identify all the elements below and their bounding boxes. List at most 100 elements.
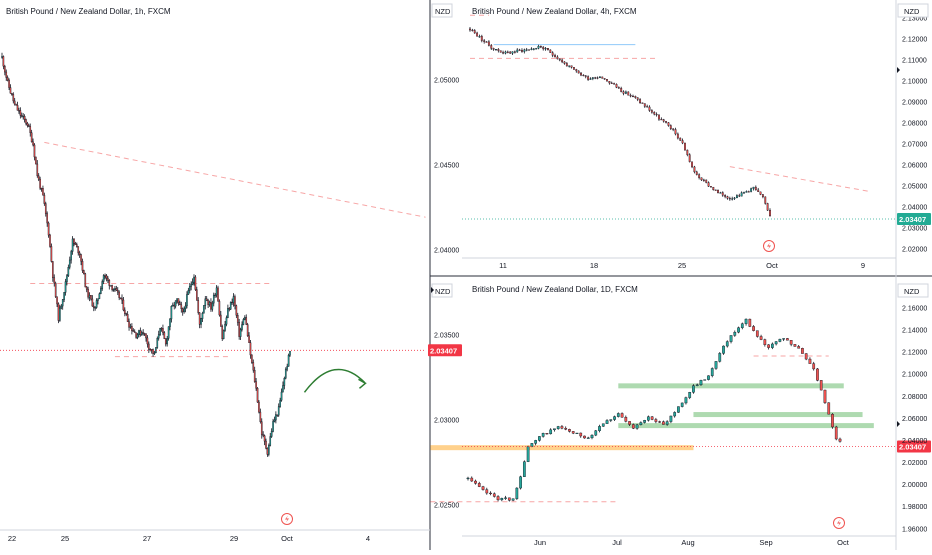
d1-candle-body <box>714 361 718 369</box>
h4-candle-body <box>487 41 490 46</box>
h4-candle-body <box>759 191 762 195</box>
h1-candle-body <box>280 391 283 401</box>
d1-candle-body <box>492 493 496 497</box>
chart-panel-h1: 2.03407 2.05000 2.04500 2.04000 2.03500 2.030… <box>0 7 462 543</box>
d1-candle-body <box>834 426 838 440</box>
h1-candle-body <box>94 307 96 309</box>
h4-candle-body <box>610 82 613 84</box>
h4-y-tick-label: 2.06000 <box>902 162 927 169</box>
chevron-right-icon <box>431 287 434 293</box>
h4-candle-body <box>745 191 748 193</box>
h4-candle-body <box>584 75 587 77</box>
h4-candle-body <box>707 182 710 187</box>
h4-candle-body <box>624 91 627 94</box>
d1-candle-body <box>545 433 549 435</box>
h4-currency-label: NZD <box>904 7 920 16</box>
h1-candle-body <box>225 317 228 325</box>
d1-current-price-badge <box>897 440 931 453</box>
d1-candle-body <box>692 385 695 393</box>
h1-candle-body <box>52 261 54 279</box>
h4-candle-body <box>636 97 639 100</box>
h1-candle-body <box>229 301 232 310</box>
h4-candle-body <box>608 81 611 84</box>
d1-candle-body <box>759 336 763 340</box>
h4-candle-body <box>665 120 667 123</box>
d1-candle-body <box>804 353 808 360</box>
d1-candle-body <box>752 326 755 331</box>
h4-candle-body <box>582 74 585 77</box>
d1-candle-body <box>519 476 522 489</box>
h4-candle-body <box>565 63 568 67</box>
h1-candle-body <box>28 125 30 127</box>
h1-candle-body <box>32 141 34 146</box>
d1-candle-body <box>763 339 767 345</box>
h1-candle-body <box>152 349 154 354</box>
h4-candle-body <box>726 196 729 199</box>
h4-candle-body <box>674 129 677 135</box>
h4-y-tick-label: 2.07000 <box>902 141 927 148</box>
h4-candle-body <box>589 78 592 80</box>
h1-candle-body <box>259 411 262 422</box>
h1-candle-body <box>126 314 129 322</box>
h4-candle-body <box>698 174 701 178</box>
d1-y-tick-label: 2.02000 <box>902 460 927 467</box>
h1-candle-body <box>39 178 41 189</box>
h4-candle-body <box>693 166 696 173</box>
h1-candle-body <box>61 299 64 307</box>
h1-candle-body <box>166 338 168 345</box>
d1-y-tick-label: 2.16000 <box>902 305 927 312</box>
d1-x-tick-label: Oct <box>837 538 850 547</box>
d1-candle-body <box>755 330 759 337</box>
d1-candle-body <box>620 413 624 418</box>
h1-candle-body <box>77 246 80 254</box>
h1-candle-body <box>68 259 71 268</box>
h1-candle-body <box>70 251 72 261</box>
h1-candle-body <box>276 414 279 416</box>
d1-candle-body <box>485 489 489 494</box>
h1-candle-body <box>153 352 156 354</box>
h4-candle-body <box>658 114 660 120</box>
h1-candle-body <box>37 175 40 180</box>
h4-candle-body <box>761 194 764 198</box>
h4-candle-body <box>653 112 656 115</box>
h4-candle-body <box>575 69 578 72</box>
d1-candle-body <box>740 323 744 328</box>
h1-x-tick-label: 27 <box>143 534 151 543</box>
h1-candle-body <box>159 328 161 335</box>
d1-candle-body <box>556 426 560 429</box>
h1-candle-body <box>193 276 195 283</box>
h1-candle-body <box>124 309 126 314</box>
h4-x-tick-label: 18 <box>590 261 598 270</box>
h1-candle-body <box>67 267 70 276</box>
h1-candle-body <box>163 332 166 339</box>
h1-candle-body <box>5 71 8 78</box>
h1-candle-body <box>20 115 23 117</box>
h1-candle-body <box>260 421 263 435</box>
h1-candle-body <box>29 126 32 133</box>
h1-candle-body <box>19 110 22 116</box>
d1-candle-body <box>598 426 601 431</box>
d1-y-tick-label: 2.14000 <box>902 328 927 335</box>
h1-candle-body <box>129 326 132 328</box>
h4-candle-body <box>580 72 582 76</box>
d1-current-price-label: 2.03407 <box>899 442 926 451</box>
h1-candle-body <box>231 301 233 304</box>
h1-candle-body <box>105 275 108 279</box>
h4-candle-body <box>598 76 601 79</box>
h4-candle-body <box>695 171 698 175</box>
h1-candle-body <box>18 110 20 112</box>
d1-candle-body <box>823 389 827 403</box>
d1-candle-body <box>770 343 774 348</box>
h4-candle-body <box>738 195 741 197</box>
h4-candle-body <box>554 55 556 58</box>
h1-candle-body <box>173 304 176 307</box>
d1-candle-body <box>819 380 823 391</box>
d1-y-tick-label: 2.00000 <box>902 482 927 489</box>
h4-candle-body <box>714 189 717 191</box>
d1-candle-body <box>669 415 673 422</box>
h1-candle-body <box>81 261 84 271</box>
h1-y-tick-label: 2.03000 <box>434 418 459 425</box>
chevron-right-icon <box>897 421 900 427</box>
h4-candle-body <box>684 142 686 151</box>
d1-candle-body <box>778 338 782 342</box>
